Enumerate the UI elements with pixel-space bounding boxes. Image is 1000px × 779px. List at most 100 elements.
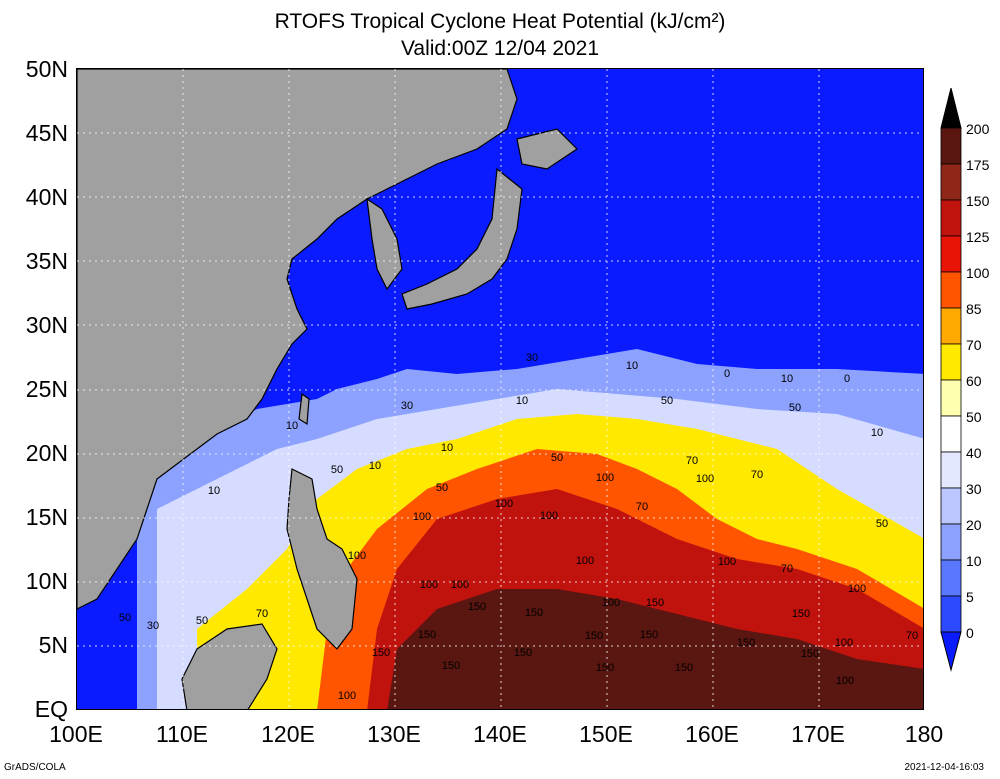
contour-label: 150 xyxy=(792,608,810,620)
colorbar-label: 175 xyxy=(966,157,990,173)
contour-label: 150 xyxy=(675,662,693,674)
colorbar-label: 70 xyxy=(966,337,982,353)
lat-label: 20N xyxy=(25,440,68,466)
contour-label: 150 xyxy=(585,630,603,642)
contour-label: 150 xyxy=(737,637,755,649)
colorbar-label: 5 xyxy=(966,589,974,605)
contour-label: 10 xyxy=(208,485,220,497)
contour-label: 10 xyxy=(516,395,528,407)
contour-label: 30 xyxy=(147,620,159,632)
contour-label: 30 xyxy=(401,400,413,412)
colorbar-segment xyxy=(940,379,962,417)
contour-label: 50 xyxy=(789,402,801,414)
lat-label: 5N xyxy=(38,632,68,658)
contour-label: 10 xyxy=(441,442,453,454)
lon-label: 110E xyxy=(155,721,208,747)
contour-label: 50 xyxy=(196,615,208,627)
colorbar-label: 50 xyxy=(966,409,982,425)
lat-label: 10N xyxy=(25,568,68,594)
map-canvas: 30 10 0 10 0 30 10 50 50 10 10 50 70 10 … xyxy=(77,69,923,709)
colorbar-arrow-low xyxy=(940,631,962,672)
contour-label: 0 xyxy=(724,368,730,380)
colorbar-label: 150 xyxy=(966,193,990,209)
contour-label: 100 xyxy=(348,550,366,562)
lat-label: 50N xyxy=(25,56,68,82)
contour-label: 10 xyxy=(871,427,883,439)
contour-label: 150 xyxy=(525,607,543,619)
colorbar-segment xyxy=(940,163,962,201)
colorbar-segment xyxy=(940,523,962,561)
colorbar-segment xyxy=(940,559,962,597)
lon-label: 170E xyxy=(791,721,845,747)
colorbar-segment xyxy=(940,199,962,237)
colorbar-segment xyxy=(940,271,962,309)
contour-label: 50 xyxy=(551,452,563,464)
contour-label: 0 xyxy=(844,373,850,385)
colorbar-segment xyxy=(940,487,962,525)
contour-label: 10 xyxy=(626,360,638,372)
contour-label: 70 xyxy=(781,563,793,575)
contour-label: 100 xyxy=(540,510,558,522)
contour-label: 100 xyxy=(338,690,356,702)
contour-label: 30 xyxy=(526,352,538,364)
colorbar-segment xyxy=(940,415,962,453)
colorbar-label: 200 xyxy=(966,121,990,137)
contour-label: 100 xyxy=(602,597,620,609)
colorbar-label: 30 xyxy=(966,481,982,497)
contour-label: 150 xyxy=(372,647,390,659)
lon-label: 150E xyxy=(579,721,633,747)
contour-label: 100 xyxy=(495,498,513,510)
lat-label: 25N xyxy=(25,376,68,402)
contour-label: 50 xyxy=(661,395,673,407)
chart-subtitle: Valid:00Z 12/04 2021 xyxy=(400,37,600,60)
contour-label: 70 xyxy=(686,455,698,467)
lat-label: 15N xyxy=(25,504,68,530)
lon-label: 130E xyxy=(367,721,421,747)
land-borneo xyxy=(181,623,278,709)
lon-label: 160E xyxy=(685,721,739,747)
lon-label: 120E xyxy=(261,721,315,747)
contour-label: 50 xyxy=(876,518,888,530)
contour-label: 70 xyxy=(636,501,648,513)
contour-label: 70 xyxy=(906,630,918,642)
lat-label: EQ xyxy=(34,696,68,722)
land-philippines xyxy=(286,468,358,650)
contour-label: 100 xyxy=(718,556,736,568)
contour-label: 50 xyxy=(331,464,343,476)
contour-label: 150 xyxy=(640,629,658,641)
contour-label: 10 xyxy=(369,460,381,472)
contour-label: 150 xyxy=(596,662,614,674)
colorbar-label: 125 xyxy=(966,229,990,245)
lat-label: 30N xyxy=(25,312,68,338)
contour-label: 100 xyxy=(836,675,854,687)
contour-label: 150 xyxy=(418,629,436,641)
contour-label: 150 xyxy=(468,601,486,613)
colorbar-label: 0 xyxy=(966,625,974,641)
contour-label: 100 xyxy=(596,472,614,484)
colorbar-segment xyxy=(940,127,962,165)
lon-label: 100E xyxy=(49,721,103,747)
contour-label: 150 xyxy=(646,597,664,609)
colorbar-segment xyxy=(940,307,962,345)
colorbar-label: 60 xyxy=(966,373,982,389)
contour-label: 150 xyxy=(514,647,532,659)
colorbar-label: 100 xyxy=(966,265,990,281)
band-dark-red xyxy=(387,589,923,709)
lon-label: 140E xyxy=(473,721,527,747)
land-hokkaido xyxy=(516,128,578,170)
colorbar-label: 10 xyxy=(966,553,982,569)
contour-label: 100 xyxy=(696,473,714,485)
colorbar-label: 85 xyxy=(966,301,982,317)
lat-label: 35N xyxy=(25,248,68,274)
contour-label: 50 xyxy=(119,612,131,624)
colorbar-segment xyxy=(940,235,962,273)
contour-label: 70 xyxy=(751,469,763,481)
contour-label: 10 xyxy=(286,420,298,432)
grid-lines xyxy=(77,69,923,709)
land-asia xyxy=(77,69,518,610)
chart-title: RTOFS Tropical Cyclone Heat Potential (k… xyxy=(274,10,726,33)
contour-label: 100 xyxy=(576,555,594,567)
colorbar-label: 40 xyxy=(966,445,982,461)
footer-source: GrADS/COLA xyxy=(4,762,66,773)
contour-label: 100 xyxy=(413,511,431,523)
